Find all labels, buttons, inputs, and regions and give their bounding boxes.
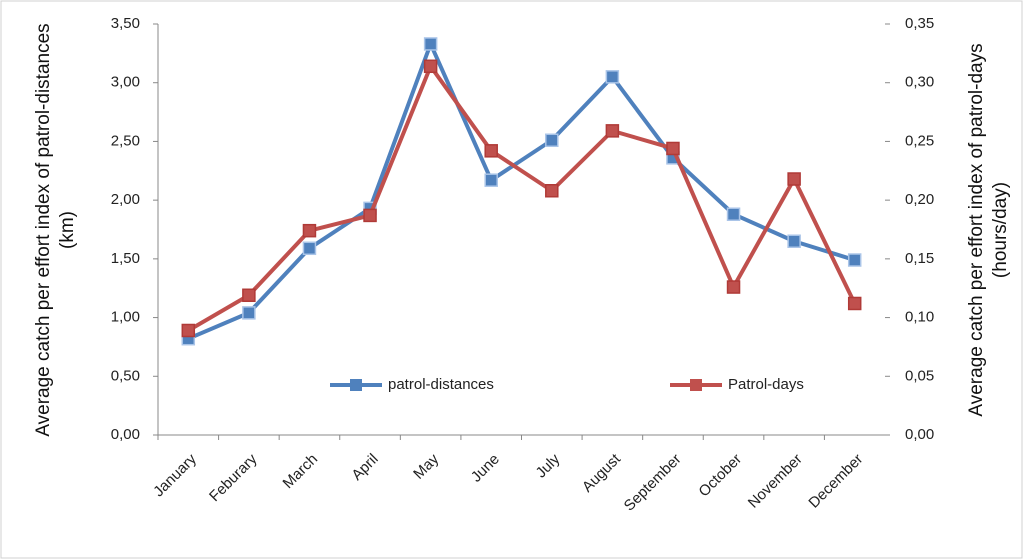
marker [847,253,862,267]
marker [787,234,801,248]
marker [484,173,498,187]
y-tick-label: 3,50 [111,15,140,32]
y-tick-label: 1,00 [111,309,140,326]
marker [242,306,256,320]
legend-marker [690,379,702,391]
y2-tick-label: 0,15 [905,250,934,267]
marker [545,133,559,148]
marker [423,37,438,51]
marker [484,144,498,158]
y-tick-label: 0,00 [111,426,140,443]
legend-label: patrol-distances [388,376,494,393]
y2-tick-label: 0,30 [905,74,934,91]
marker [605,70,620,84]
marker [545,183,559,198]
legend-marker [350,379,362,391]
series-line [187,64,857,333]
marker [423,59,438,74]
y2-tick-label: 0,10 [905,309,934,326]
y2-tick-label: 0,25 [905,132,934,149]
marker [726,207,741,221]
y-axis-label: Average catch per effort index of patrol… [33,23,78,437]
y-tick-label: 1,50 [111,250,140,267]
y2-axis-label: Average catch per effort index of patrol… [966,43,1011,417]
marker [787,172,801,186]
marker [363,208,377,223]
marker [666,141,680,156]
marker [181,323,196,338]
y2-tick-label: 0,35 [905,15,934,32]
y2-tick-label: 0,00 [905,426,934,443]
marker [726,280,741,294]
marker [302,223,317,238]
marker [242,288,256,303]
marker [847,296,862,311]
y2-tick-label: 0,20 [905,191,934,208]
y-tick-label: 0,50 [111,367,140,384]
y-tick-label: 3,00 [111,74,140,91]
y2-tick-label: 0,05 [905,367,934,384]
y-tick-label: 2,00 [111,191,140,208]
series-line [187,41,856,341]
legend-label: Patrol-days [728,376,804,393]
y-tick-label: 2,50 [111,132,140,149]
marker [302,241,317,256]
marker [605,124,620,138]
